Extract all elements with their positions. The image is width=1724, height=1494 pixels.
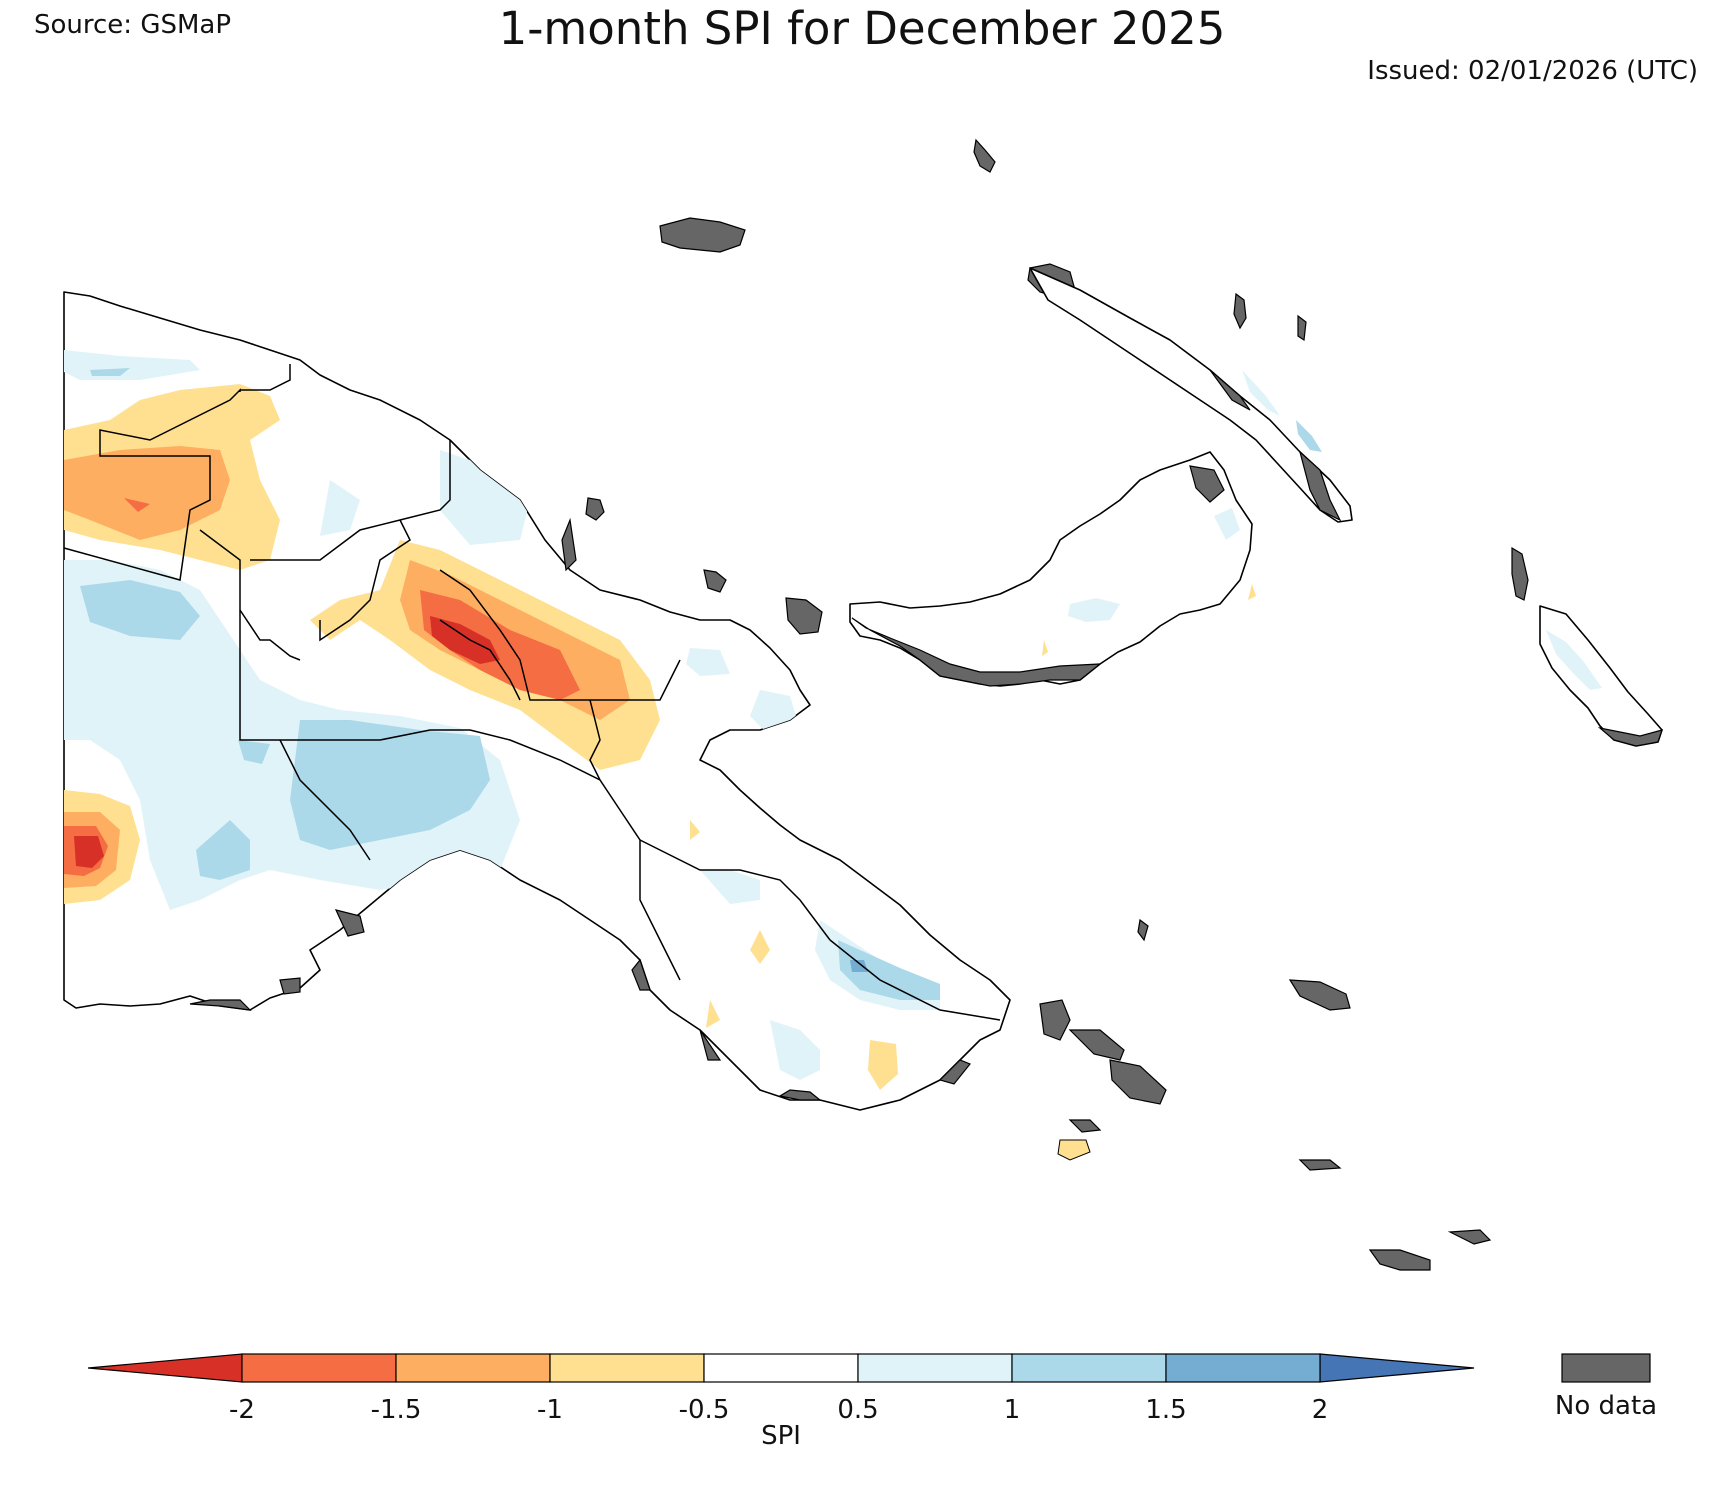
colorbar-tick-label: 1 bbox=[1004, 1395, 1021, 1425]
nodata-label: No data bbox=[1555, 1391, 1657, 1421]
nodata-legend: No data bbox=[1555, 1353, 1657, 1421]
island-group-north bbox=[585, 138, 1529, 635]
colorbar-cell bbox=[1165, 1353, 1321, 1383]
colorbar-cell bbox=[703, 1353, 859, 1383]
island-group-south bbox=[1039, 918, 1492, 1271]
spi-contours bbox=[64, 350, 940, 1090]
colorbar-tick-label: -0.5 bbox=[679, 1395, 730, 1425]
island-new-ireland bbox=[1029, 267, 1353, 523]
colorbar-cell bbox=[549, 1353, 705, 1383]
mainland-png bbox=[63, 291, 1011, 1111]
colorbar-tick-label: 0.5 bbox=[837, 1395, 878, 1425]
colorbar-cell bbox=[857, 1353, 1013, 1383]
nodata-swatch bbox=[1561, 1353, 1651, 1383]
island-bougainville bbox=[1539, 605, 1663, 747]
colorbar-extend-low bbox=[87, 1353, 243, 1383]
colorbar: -2 -1.5 -1 -0.5 0.5 1 1.5 2 SPI bbox=[87, 1353, 1475, 1451]
map-title: 1-month SPI for December 2025 bbox=[498, 2, 1226, 55]
colorbar-title: SPI bbox=[761, 1421, 801, 1451]
colorbar-tick-label: -1.5 bbox=[371, 1395, 422, 1425]
colorbar-tick-label: 1.5 bbox=[1145, 1395, 1186, 1425]
colorbar-cell bbox=[395, 1353, 551, 1383]
colorbar-extend-high bbox=[1319, 1353, 1475, 1383]
colorbar-tick-label: -1 bbox=[537, 1395, 563, 1425]
colorbar-tick-label: 2 bbox=[1312, 1395, 1329, 1425]
colorbar-cell bbox=[241, 1353, 397, 1383]
colorbar-cell bbox=[1011, 1353, 1167, 1383]
island-new-britain bbox=[849, 451, 1256, 687]
colorbar-tick-label: -2 bbox=[229, 1395, 255, 1425]
source-label: Source: GSMaP bbox=[34, 10, 232, 40]
issued-date: Issued: 02/01/2026 (UTC) bbox=[1367, 56, 1698, 86]
